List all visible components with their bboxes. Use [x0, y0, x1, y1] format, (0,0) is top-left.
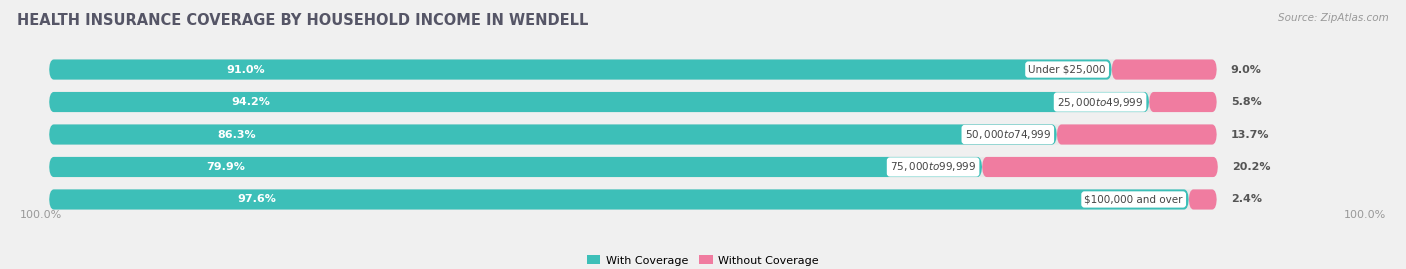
Text: 100.0%: 100.0% [20, 210, 62, 220]
FancyBboxPatch shape [49, 125, 1057, 144]
Text: 79.9%: 79.9% [207, 162, 246, 172]
FancyBboxPatch shape [49, 157, 981, 177]
Legend: With Coverage, Without Coverage: With Coverage, Without Coverage [582, 251, 824, 269]
FancyBboxPatch shape [1149, 92, 1216, 112]
Text: 9.0%: 9.0% [1230, 65, 1261, 75]
Text: 97.6%: 97.6% [238, 194, 277, 204]
Text: 13.7%: 13.7% [1230, 129, 1270, 140]
Text: HEALTH INSURANCE COVERAGE BY HOUSEHOLD INCOME IN WENDELL: HEALTH INSURANCE COVERAGE BY HOUSEHOLD I… [17, 13, 588, 29]
Text: $75,000 to $99,999: $75,000 to $99,999 [890, 161, 976, 174]
Text: Under $25,000: Under $25,000 [1028, 65, 1107, 75]
Text: 5.8%: 5.8% [1230, 97, 1261, 107]
FancyBboxPatch shape [49, 157, 1216, 177]
Text: 20.2%: 20.2% [1232, 162, 1271, 172]
Text: 100.0%: 100.0% [1344, 210, 1386, 220]
Text: $25,000 to $49,999: $25,000 to $49,999 [1057, 95, 1143, 108]
FancyBboxPatch shape [49, 189, 1216, 210]
Text: Source: ZipAtlas.com: Source: ZipAtlas.com [1278, 13, 1389, 23]
Text: 86.3%: 86.3% [218, 129, 256, 140]
FancyBboxPatch shape [49, 59, 1216, 80]
FancyBboxPatch shape [49, 189, 1188, 210]
Text: $100,000 and over: $100,000 and over [1084, 194, 1182, 204]
FancyBboxPatch shape [49, 125, 1216, 144]
FancyBboxPatch shape [981, 157, 1218, 177]
FancyBboxPatch shape [1188, 189, 1216, 210]
Text: 2.4%: 2.4% [1230, 194, 1261, 204]
FancyBboxPatch shape [1112, 59, 1216, 80]
Text: 91.0%: 91.0% [226, 65, 264, 75]
FancyBboxPatch shape [49, 59, 1112, 80]
FancyBboxPatch shape [49, 92, 1149, 112]
Text: 94.2%: 94.2% [232, 97, 270, 107]
FancyBboxPatch shape [1057, 125, 1216, 144]
FancyBboxPatch shape [49, 92, 1216, 112]
Text: $50,000 to $74,999: $50,000 to $74,999 [965, 128, 1050, 141]
